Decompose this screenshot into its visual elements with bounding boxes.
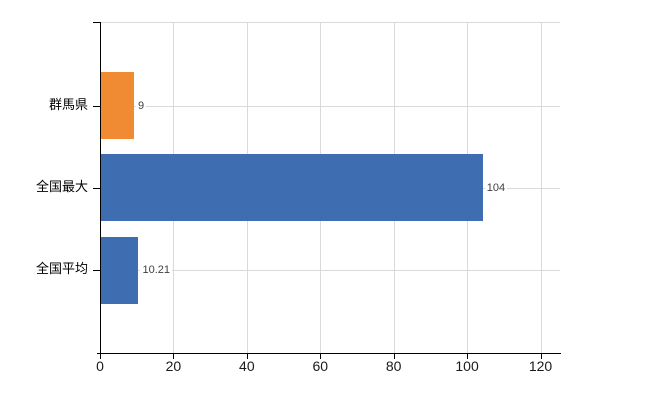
x-tick-mark [540, 353, 542, 359]
horizontal-gridline [100, 105, 560, 107]
horizontal-gridline-top [100, 22, 560, 23]
x-tick-mark [467, 353, 469, 359]
x-axis-line [97, 353, 561, 354]
x-tick-mark [246, 353, 248, 359]
bar-1 [101, 154, 483, 221]
x-tick-label: 0 [96, 358, 104, 374]
y-tick-mark [93, 187, 100, 189]
x-tick-label: 20 [165, 358, 182, 374]
bar-0 [101, 72, 135, 139]
y-tick-mark [93, 22, 100, 23]
x-tick-label: 120 [528, 358, 553, 374]
horizontal-gridline [100, 270, 560, 271]
y-tick-mark [93, 105, 100, 107]
x-tick-mark [393, 353, 395, 359]
category-label: 全国最大 [35, 178, 88, 194]
x-tick-mark [173, 353, 175, 359]
x-tick-label: 100 [455, 358, 479, 374]
category-label: 全国平均 [35, 261, 88, 276]
y-tick-mark [93, 270, 100, 271]
x-tick-label: 80 [385, 358, 402, 374]
bar-2 [101, 236, 139, 304]
plot-area: 9 104 10.21 [100, 22, 560, 353]
bar-value-label: 9 [136, 98, 147, 113]
x-tick-mark [320, 353, 322, 359]
x-tick-label: 60 [312, 358, 329, 374]
x-tick-mark [100, 353, 101, 359]
y-axis-line [100, 22, 101, 353]
bar-value-label: 104 [484, 180, 508, 195]
x-tick-label: 40 [239, 358, 255, 374]
category-label: 群馬県 [48, 96, 88, 112]
bar-value-label: 10.21 [140, 263, 172, 277]
